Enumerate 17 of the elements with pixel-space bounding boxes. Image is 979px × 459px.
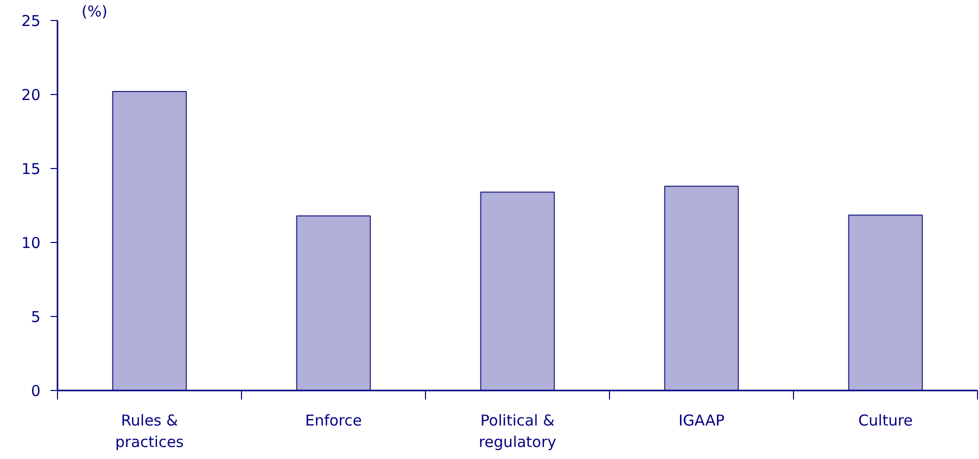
y-tick-label: 15: [21, 160, 41, 178]
bar: [480, 192, 555, 390]
y-axis-title: (%): [82, 2, 108, 20]
y-tick-label: 0: [30, 382, 41, 400]
y-tick-label: 20: [21, 86, 41, 104]
x-tick-label: IGAAP: [678, 412, 725, 430]
y-tick-label: 25: [21, 12, 41, 30]
y-tick-label: 10: [21, 234, 41, 252]
bar: [848, 214, 923, 390]
bar: [664, 186, 739, 390]
x-tick-label: Political & regulatory: [478, 412, 556, 452]
x-tick-label: Rules & practices: [115, 412, 184, 452]
bar: [112, 91, 187, 390]
bar: [296, 215, 371, 390]
x-tick-label: Enforce: [305, 412, 362, 430]
y-tick-label: 5: [30, 308, 41, 326]
x-tick-label: Culture: [858, 412, 913, 430]
